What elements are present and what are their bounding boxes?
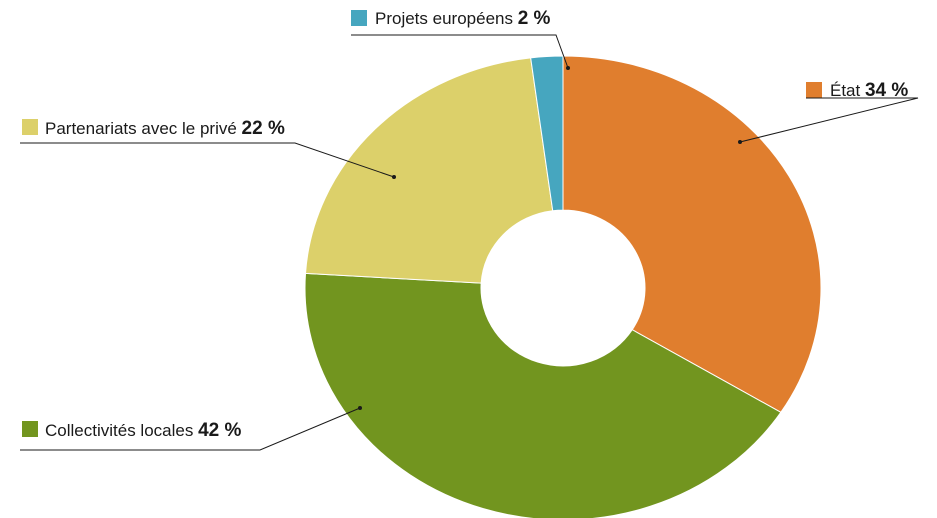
leader-line xyxy=(739,97,919,143)
leader-line xyxy=(20,142,395,178)
slice-label-value: 22 % xyxy=(242,118,285,139)
slice-1 xyxy=(562,55,822,413)
slice-label: État 34 % xyxy=(830,80,908,101)
slice-label-value: 2 % xyxy=(518,8,551,29)
slice-label-name: Projets européens xyxy=(375,9,518,28)
slice-2 xyxy=(304,272,782,518)
callout-2: Collectivités locales 42 % xyxy=(20,406,362,451)
legend-swatch xyxy=(22,421,38,437)
slice-label: Partenariats avec le privé 22 % xyxy=(45,118,285,139)
callout-1: État 34 % xyxy=(738,80,919,144)
slice-label: Collectivités locales 42 % xyxy=(45,420,241,441)
slice-label: Projets européens 2 % xyxy=(375,8,551,29)
slice-label-value: 42 % xyxy=(198,420,241,441)
callouts: État 34 % Collectivités locales 42 % Parte… xyxy=(20,8,919,451)
callout-3: Partenariats avec le privé 22 % xyxy=(20,118,396,179)
leader-dot xyxy=(358,406,362,410)
leader-dot xyxy=(392,175,396,179)
leader-dot xyxy=(738,140,742,144)
leader-line xyxy=(20,407,361,451)
leader-dot xyxy=(566,66,570,70)
slice-3 xyxy=(304,57,554,284)
slice-label-name: État xyxy=(830,81,865,100)
slice-label-name: Collectivités locales xyxy=(45,421,198,440)
legend-swatch xyxy=(806,82,822,98)
legend-swatch xyxy=(22,119,38,135)
slice-label-name: Partenariats avec le privé xyxy=(45,119,242,138)
legend-swatch xyxy=(351,10,367,26)
slice-label-value: 34 % xyxy=(865,80,908,101)
slice-4 xyxy=(530,55,564,212)
leader-line xyxy=(351,34,569,69)
callout-4: Projets européens 2 % xyxy=(351,8,570,70)
donut-slices xyxy=(304,55,822,518)
